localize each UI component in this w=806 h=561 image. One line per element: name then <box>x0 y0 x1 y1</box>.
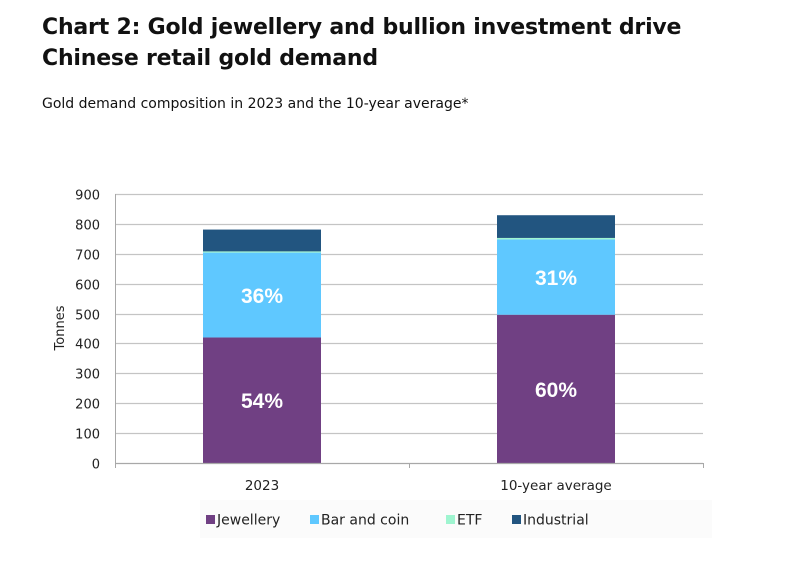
legend: Jewellery Bar and coin ETF Industrial <box>206 513 589 529</box>
legend-label: Bar and coin <box>321 513 409 529</box>
legend-label: Industrial <box>523 513 589 529</box>
bar-segment-industrial <box>203 229 321 252</box>
legend-background <box>200 500 712 538</box>
y-tick-label: 0 <box>92 458 100 473</box>
y-tick-label: 500 <box>75 309 100 324</box>
bar-segment-etf <box>203 251 321 253</box>
y-axis-ticks: 0 100 200 300 400 500 600 700 800 900 <box>75 189 100 473</box>
x-tick-label: 2023 <box>245 478 279 494</box>
legend-swatch <box>310 515 319 524</box>
data-label: 31% <box>535 267 577 290</box>
y-tick-label: 600 <box>75 279 100 294</box>
x-tick-label: 10-year average <box>500 478 612 494</box>
y-tick-label: 400 <box>75 338 100 353</box>
legend-swatch <box>512 515 521 524</box>
data-label: 60% <box>535 379 577 402</box>
bar-segment-etf <box>497 237 615 240</box>
axes <box>115 194 704 468</box>
chart-title-line-2: Chinese retail gold demand <box>42 46 378 71</box>
y-axis-title: Tonnes <box>53 305 68 351</box>
legend-label: ETF <box>457 513 482 529</box>
bar-segment-jewellery <box>497 314 615 463</box>
legend-swatch <box>446 515 455 524</box>
y-tick-label: 900 <box>75 189 100 204</box>
legend-label: Jewellery <box>216 513 280 529</box>
y-tick-label: 800 <box>75 219 100 234</box>
data-label: 36% <box>241 285 283 308</box>
bars: 54% 36% 60% 31% <box>203 215 615 463</box>
x-axis-labels: 2023 10-year average <box>245 478 612 494</box>
bar-segment-bar-and-coin <box>497 239 615 315</box>
y-tick-label: 300 <box>75 368 100 383</box>
y-tick-label: 100 <box>75 428 100 443</box>
y-tick-label: 200 <box>75 398 100 413</box>
chart-title: Chart 2: Gold jewellery and bullion inve… <box>42 12 742 74</box>
bar-segment-bar-and-coin <box>203 252 321 338</box>
legend-swatch <box>206 515 215 524</box>
bar-segment-industrial <box>497 215 615 238</box>
chart-title-line-1: Chart 2: Gold jewellery and bullion inve… <box>42 15 682 40</box>
chart-subtitle: Gold demand composition in 2023 and the … <box>42 96 469 112</box>
bar-segment-jewellery <box>203 337 321 463</box>
data-label: 54% <box>241 390 283 413</box>
y-tick-label: 700 <box>75 249 100 264</box>
